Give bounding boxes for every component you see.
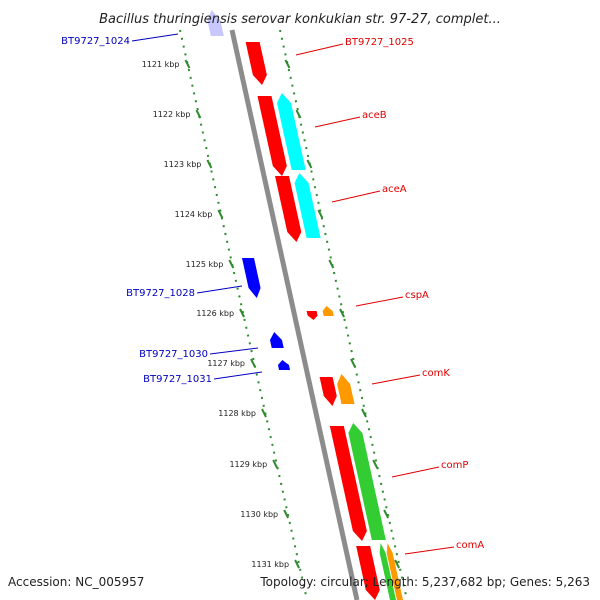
- gene-label-reverse: BT9727_1024: [61, 36, 130, 47]
- outer-tick-mark: [328, 259, 335, 269]
- inner-tick-mark: [217, 209, 224, 219]
- gene-label-reverse: BT9727_1030: [139, 349, 208, 360]
- label-leader-line: [131, 33, 179, 42]
- label-leader-line: [314, 116, 361, 128]
- kbp-ticks: 1121 kbp 1122 kbp 1123 kbp 1124 kbp 1125 kbp…: [142, 59, 400, 569]
- gene-feature: [269, 332, 284, 348]
- gene-feature: [275, 176, 302, 242]
- outer-tick-mark: [284, 59, 291, 69]
- inner-tick-mark: [250, 358, 256, 368]
- gene-label-forward: cspA: [405, 290, 429, 301]
- outer-tick-track: [279, 29, 408, 600]
- gene-label-forward: aceB: [362, 110, 387, 121]
- gene-feature: [329, 426, 367, 541]
- tick-label: 1131 kbp: [251, 560, 289, 569]
- inner-tick-mark: [228, 259, 235, 269]
- inner-tick-mark: [239, 308, 245, 318]
- gene-feature: [386, 543, 403, 600]
- gene-feature: [306, 311, 318, 320]
- label-leader-line: [196, 285, 243, 294]
- label-leader-line: [391, 466, 440, 478]
- tick-label: 1121 kbp: [142, 60, 180, 69]
- gene-feature: [257, 96, 287, 176]
- tick-label: 1122 kbp: [153, 110, 191, 119]
- label-leader-line: [295, 43, 344, 56]
- label-leader-line: [404, 546, 455, 555]
- gene-feature: [322, 306, 334, 316]
- outer-tick-mark: [383, 509, 390, 519]
- gene-features: [207, 10, 403, 600]
- label-leader-line: [209, 347, 259, 355]
- gene-label-forward: comP: [441, 460, 468, 471]
- inner-tick-mark: [294, 559, 300, 569]
- tick-label: 1129 kbp: [229, 460, 267, 469]
- gene-label-reverse: BT9727_1031: [143, 374, 212, 385]
- gene-label-reverse: BT9727_1028: [126, 288, 195, 299]
- tick-label: 1127 kbp: [207, 359, 245, 368]
- inner-tick-mark: [283, 509, 290, 519]
- label-leader-line: [331, 190, 381, 203]
- gene-feature: [294, 173, 321, 238]
- outer-tick-mark: [306, 159, 313, 169]
- label-leader-line: [355, 296, 404, 307]
- outer-tick-mark: [295, 109, 302, 119]
- tick-label: 1124 kbp: [175, 210, 213, 219]
- gene-label-forward: comA: [456, 540, 484, 551]
- gene-label-forward: comK: [422, 368, 450, 379]
- gene-feature: [348, 423, 386, 540]
- outer-tick-mark: [317, 209, 324, 219]
- outer-tick-mark: [350, 358, 356, 368]
- outer-tick-mark: [339, 308, 345, 318]
- tick-label: 1126 kbp: [196, 309, 234, 318]
- gene-label-forward: BT9727_1025: [345, 37, 414, 48]
- gene-feature: [207, 10, 224, 36]
- tick-label: 1130 kbp: [240, 510, 278, 519]
- gene-feature: [337, 374, 355, 404]
- tick-label: 1128 kbp: [218, 409, 256, 418]
- outer-tick-mark: [394, 559, 400, 569]
- gene-feature: [277, 360, 291, 370]
- inner-tick-mark: [195, 109, 202, 119]
- gene-feature: [356, 546, 380, 600]
- tick-label: 1125 kbp: [186, 260, 224, 269]
- gene-label-forward: aceA: [382, 184, 407, 195]
- outer-tick-mark: [361, 408, 367, 418]
- gene-labels: BT9727_1025 aceB aceA cspA comK comP comA BT972…: [61, 33, 484, 555]
- inner-tick-mark: [206, 159, 213, 169]
- outer-tick-mark: [372, 459, 379, 469]
- map-title: Bacillus thuringiensis serovar konkukian…: [99, 12, 501, 27]
- summary-text: Topology: circular; Length: 5,237,682 bp…: [259, 575, 590, 589]
- gene-feature: [245, 42, 267, 85]
- tick-label: 1123 kbp: [164, 160, 202, 169]
- gene-feature: [242, 258, 261, 298]
- genome-backbone: [229, 29, 360, 600]
- label-leader-line: [371, 374, 421, 385]
- inner-tick-mark: [184, 59, 191, 69]
- accession-text: Accession: NC_005957: [8, 575, 144, 589]
- gene-feature: [319, 377, 337, 406]
- inner-tick-mark: [261, 408, 267, 418]
- inner-tick-track: [179, 29, 308, 600]
- label-leader-line: [213, 371, 263, 380]
- gene-feature: [379, 543, 396, 600]
- gene-feature: [277, 93, 306, 170]
- inner-tick-mark: [272, 459, 279, 469]
